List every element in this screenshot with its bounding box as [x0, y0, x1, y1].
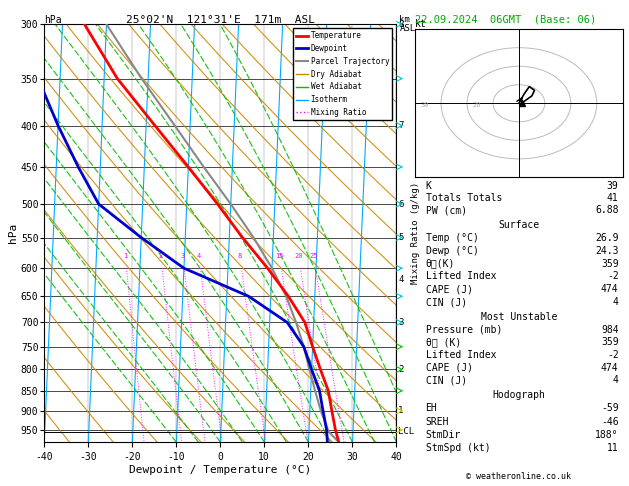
Text: EH: EH — [426, 403, 437, 414]
Text: θᴇ (K): θᴇ (K) — [426, 337, 461, 347]
Text: 26.9: 26.9 — [595, 233, 618, 243]
Text: Hodograph: Hodograph — [493, 390, 545, 400]
Text: 20: 20 — [472, 102, 481, 108]
Text: 4: 4 — [197, 253, 201, 259]
Text: Mixing Ratio (g/kg): Mixing Ratio (g/kg) — [411, 182, 420, 284]
Text: Lifted Index: Lifted Index — [426, 272, 496, 281]
Text: -2: -2 — [607, 272, 618, 281]
Text: CIN (J): CIN (J) — [426, 375, 467, 385]
Text: θᴇ(K): θᴇ(K) — [426, 259, 455, 269]
Text: 188°: 188° — [595, 430, 618, 440]
Y-axis label: hPa: hPa — [8, 223, 18, 243]
Text: 359: 359 — [601, 259, 618, 269]
Text: 474: 474 — [601, 363, 618, 373]
Text: 1: 1 — [398, 406, 403, 416]
Text: -46: -46 — [601, 417, 618, 427]
Text: 6: 6 — [398, 200, 403, 208]
Text: 11: 11 — [607, 443, 618, 453]
Text: CIN (J): CIN (J) — [426, 297, 467, 307]
Text: Lifted Index: Lifted Index — [426, 350, 496, 360]
Text: Dewp (°C): Dewp (°C) — [426, 246, 479, 256]
Text: SREH: SREH — [426, 417, 449, 427]
Text: hPa: hPa — [44, 15, 62, 25]
Text: 4: 4 — [398, 275, 403, 284]
Text: 4: 4 — [613, 297, 618, 307]
Text: StmSpd (kt): StmSpd (kt) — [426, 443, 490, 453]
Text: LCL: LCL — [398, 427, 414, 436]
Text: © weatheronline.co.uk: © weatheronline.co.uk — [467, 472, 571, 481]
Text: Most Unstable: Most Unstable — [481, 312, 557, 322]
Text: 20: 20 — [294, 253, 303, 259]
Text: 24.3: 24.3 — [595, 246, 618, 256]
Text: -59: -59 — [601, 403, 618, 414]
Text: StmDir: StmDir — [426, 430, 461, 440]
Text: 7: 7 — [398, 121, 403, 130]
Text: 8: 8 — [398, 20, 403, 29]
Text: PW (cm): PW (cm) — [426, 205, 467, 215]
Text: Surface: Surface — [498, 220, 540, 230]
Text: 474: 474 — [601, 284, 618, 295]
Text: 15: 15 — [276, 253, 284, 259]
X-axis label: Dewpoint / Temperature (°C): Dewpoint / Temperature (°C) — [129, 465, 311, 475]
Text: 39: 39 — [607, 181, 618, 191]
Text: 359: 359 — [601, 337, 618, 347]
Text: Totals Totals: Totals Totals — [426, 193, 502, 203]
Text: CAPE (J): CAPE (J) — [426, 284, 472, 295]
Text: 984: 984 — [601, 325, 618, 335]
Text: 6.88: 6.88 — [595, 205, 618, 215]
Text: 4: 4 — [613, 375, 618, 385]
Text: Pressure (mb): Pressure (mb) — [426, 325, 502, 335]
Text: 25°02'N  121°31'E  171m  ASL: 25°02'N 121°31'E 171m ASL — [126, 15, 314, 25]
Text: 8: 8 — [238, 253, 242, 259]
Text: 30: 30 — [420, 102, 429, 108]
Text: 3: 3 — [181, 253, 185, 259]
Text: kt: kt — [415, 19, 427, 29]
Legend: Temperature, Dewpoint, Parcel Trajectory, Dry Adiabat, Wet Adiabat, Isotherm, Mi: Temperature, Dewpoint, Parcel Trajectory… — [293, 28, 392, 120]
Text: 41: 41 — [607, 193, 618, 203]
Text: 2: 2 — [398, 365, 403, 374]
Text: 3: 3 — [398, 318, 403, 327]
Text: Temp (°C): Temp (°C) — [426, 233, 479, 243]
Text: -2: -2 — [607, 350, 618, 360]
Text: 25: 25 — [309, 253, 318, 259]
Text: 5: 5 — [398, 233, 403, 242]
Text: K: K — [426, 181, 431, 191]
Text: km
ASL: km ASL — [399, 15, 416, 33]
Text: CAPE (J): CAPE (J) — [426, 363, 472, 373]
Text: 22.09.2024  06GMT  (Base: 06): 22.09.2024 06GMT (Base: 06) — [415, 15, 596, 25]
Text: 2: 2 — [159, 253, 163, 259]
Text: 1: 1 — [123, 253, 128, 259]
